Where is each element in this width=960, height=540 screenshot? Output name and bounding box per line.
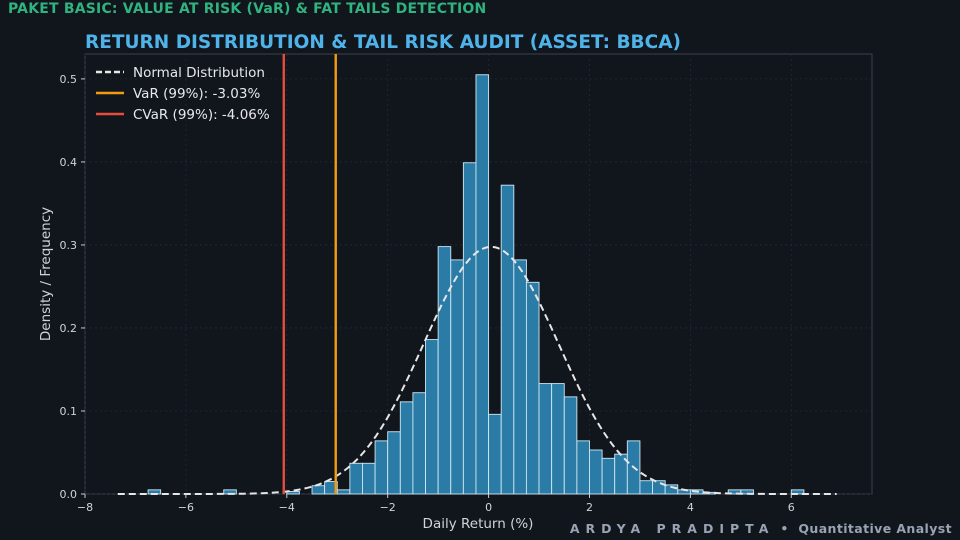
- histogram-bar: [324, 481, 338, 495]
- histogram-bar: [500, 184, 515, 495]
- histogram-bar: [563, 396, 578, 495]
- histogram-bar: [488, 413, 502, 495]
- histogram-bar: [525, 281, 540, 495]
- footer-separator: •: [780, 521, 789, 536]
- legend-label: VaR (99%): -3.03%: [133, 86, 260, 102]
- package-header: PAKET BASIC: VALUE AT RISK (VaR) & FAT T…: [8, 1, 487, 17]
- x-tick-label: −2: [380, 501, 396, 514]
- histogram-bar: [450, 259, 464, 495]
- author-name: ARDYA PRADIPTA: [569, 521, 775, 536]
- y-tick-label: 0.1: [60, 405, 78, 418]
- histogram-bar: [374, 440, 389, 495]
- histogram-bar: [349, 462, 363, 495]
- histogram-bar: [387, 431, 401, 495]
- axes: −8 −6 −4 −2 0 2 4 6 0.0 0.1 0.2 0.3 0.4 0.5: [60, 73, 795, 514]
- y-tick-label: 0.0: [60, 488, 78, 501]
- x-tick-label: −6: [178, 501, 194, 514]
- footer-credit: ARDYA PRADIPTA • Quantitative Analyst: [570, 521, 952, 536]
- histogram-bar: [362, 462, 376, 495]
- y-tick-label: 0.2: [60, 322, 78, 335]
- histogram-bar: [336, 489, 351, 495]
- histogram-bar: [475, 74, 490, 495]
- chart-title: RETURN DISTRIBUTION & TAIL RISK AUDIT (A…: [85, 32, 681, 53]
- histogram-bar: [652, 480, 666, 495]
- histogram-bar: [412, 392, 426, 495]
- histogram-bar: [399, 401, 414, 495]
- histogram-bar: [538, 383, 553, 495]
- x-tick-label: 2: [586, 501, 593, 514]
- histogram-bar: [425, 339, 439, 495]
- x-axis-label: Daily Return (%): [423, 516, 534, 532]
- histogram-bar: [639, 480, 653, 495]
- legend-label: Normal Distribution: [133, 65, 265, 81]
- x-tick-label: 4: [687, 501, 694, 514]
- histogram-bar: [437, 246, 452, 495]
- legend-item-cvar: CVaR (99%): -4.06%: [96, 107, 270, 123]
- legend-label: CVaR (99%): -4.06%: [133, 107, 270, 123]
- histogram-bar: [576, 440, 590, 495]
- grid: [84, 54, 872, 495]
- histogram-bar: [513, 259, 527, 495]
- y-tick-label: 0.3: [60, 239, 78, 252]
- x-tick-label: 6: [788, 501, 795, 514]
- x-tick-label: −4: [279, 501, 295, 514]
- histogram-bar: [462, 162, 477, 495]
- y-tick-label: 0.5: [60, 73, 78, 86]
- histogram-bar: [311, 485, 326, 495]
- legend-item-var: VaR (99%): -3.03%: [96, 86, 260, 102]
- y-tick-label: 0.4: [60, 156, 78, 169]
- legend-item-normal: Normal Distribution: [96, 65, 265, 81]
- x-tick-label: −8: [77, 501, 93, 514]
- author-role: Quantitative Analyst: [798, 521, 952, 536]
- histogram-bar: [589, 449, 603, 495]
- normal-distribution-curve: [117, 245, 837, 495]
- histogram-bar: [601, 457, 616, 495]
- legend: Normal Distribution VaR (99%): -3.03% CVaR…: [96, 65, 270, 123]
- reference-lines: [282, 54, 337, 494]
- histogram-bar: [551, 383, 565, 495]
- histogram-bar: [286, 491, 300, 495]
- normal-curve-layer: [117, 245, 837, 495]
- x-tick-label: 0: [485, 501, 492, 514]
- histogram-bars: [147, 74, 805, 495]
- y-axis-label: Density / Frequency: [38, 207, 54, 341]
